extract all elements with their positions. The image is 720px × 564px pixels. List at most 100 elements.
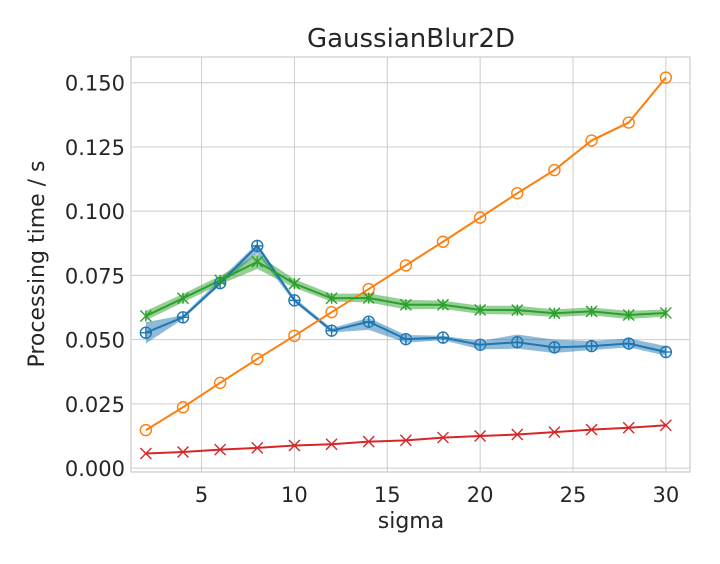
- marker-diag2: [139, 447, 152, 460]
- data-point: [325, 292, 338, 305]
- data-point: [362, 435, 375, 448]
- data-point: [622, 116, 635, 129]
- x-tick-label: 5: [195, 483, 208, 507]
- data-point: [325, 305, 338, 319]
- data-point: [474, 430, 487, 443]
- marker-circle: [176, 401, 190, 414]
- data-point: [474, 303, 487, 316]
- data-point: [139, 326, 153, 339]
- plot-area: [130, 56, 691, 473]
- data-point: [473, 338, 487, 352]
- marker-circle: [511, 186, 524, 200]
- data-point: [176, 401, 190, 414]
- marker-circle: [585, 134, 598, 147]
- marker-diag2: [437, 431, 449, 444]
- data-point: [177, 445, 189, 458]
- data-point: [585, 305, 598, 318]
- grid-lines: [131, 57, 690, 472]
- data-point: [511, 186, 524, 200]
- series-markers: [139, 71, 673, 460]
- y-tick-labels: 0.000 0.025 0.050 0.075 0.100 0.125 0.150: [65, 72, 125, 481]
- y-tick-label: 0.025: [65, 393, 125, 417]
- data-point: [548, 341, 561, 354]
- data-point: [399, 332, 413, 346]
- y-tick-label: 0.050: [65, 329, 125, 353]
- marker-diag2: [251, 441, 264, 454]
- data-point: [288, 277, 301, 290]
- data-point: [251, 441, 264, 454]
- x-tick-label: 30: [652, 483, 679, 507]
- data-point: [251, 352, 264, 366]
- data-point: [214, 443, 227, 456]
- data-point: [399, 298, 412, 311]
- x-tick-labels: 5 10 15 20 25 30: [195, 483, 679, 507]
- data-point: [362, 292, 375, 305]
- data-point: [659, 71, 673, 84]
- x-tick-label: 25: [560, 483, 587, 507]
- data-point: [139, 447, 152, 460]
- marker-circle: [659, 71, 673, 84]
- data-point: [176, 311, 190, 324]
- marker-diag2: [622, 421, 635, 434]
- marker-diag2: [585, 423, 598, 436]
- data-point: [139, 423, 153, 437]
- data-point: [214, 274, 227, 287]
- data-point: [251, 255, 264, 268]
- data-point: [659, 345, 673, 359]
- data-point: [325, 324, 338, 337]
- data-point: [511, 428, 524, 441]
- data-point: [213, 376, 227, 390]
- data-point: [437, 298, 449, 311]
- y-tick-label: 0.125: [65, 136, 125, 160]
- data-point: [177, 292, 189, 305]
- marker-circle: [622, 116, 635, 129]
- marker-diag2: [177, 445, 189, 458]
- y-tick-label: 0.150: [65, 72, 125, 96]
- marker-diag2: [399, 434, 412, 447]
- x-tick-label: 10: [281, 483, 308, 507]
- data-point: [325, 438, 338, 451]
- marker-circle: [325, 305, 338, 319]
- data-point: [288, 294, 301, 307]
- marker-diag2: [214, 443, 227, 456]
- data-point: [473, 211, 487, 224]
- data-point: [585, 423, 598, 436]
- data-point: [659, 306, 672, 319]
- data-point: [585, 134, 598, 147]
- y-tick-label: 0.075: [65, 264, 125, 288]
- data-point: [251, 239, 264, 253]
- series-band-2: [145, 254, 666, 321]
- marker-diag2: [325, 438, 338, 451]
- marker-diag2: [474, 430, 487, 443]
- data-point: [436, 331, 450, 344]
- data-point: [362, 315, 375, 328]
- marker-diag2: [511, 428, 524, 441]
- data-point: [622, 337, 635, 350]
- marker-diag2: [548, 426, 561, 439]
- marker-circle: [548, 163, 561, 177]
- marker-diag2: [288, 439, 301, 452]
- marker-circle: [213, 376, 227, 390]
- data-point: [511, 304, 524, 317]
- data-point: [511, 336, 524, 349]
- marker-circle: [399, 259, 413, 272]
- y-tick-label: 0.000: [65, 457, 125, 481]
- marker-circle: [139, 423, 153, 437]
- data-point: [585, 339, 598, 353]
- x-axis-label: sigma: [378, 509, 444, 534]
- chart-title: GaussianBlur2D: [307, 24, 515, 54]
- data-point: [399, 434, 412, 447]
- marker-circle: [288, 329, 301, 343]
- data-point: [659, 419, 672, 432]
- x-tick-label: 15: [374, 483, 401, 507]
- data-point: [288, 439, 301, 452]
- data-point: [622, 308, 635, 321]
- data-point: [436, 235, 450, 248]
- data-point: [548, 307, 561, 320]
- y-tick-label: 0.100: [65, 200, 125, 224]
- data-point: [288, 329, 301, 343]
- marker-circle: [436, 235, 450, 248]
- x-tick-label: 20: [467, 483, 494, 507]
- marker-diag2: [659, 419, 672, 432]
- marker-circle: [251, 352, 264, 366]
